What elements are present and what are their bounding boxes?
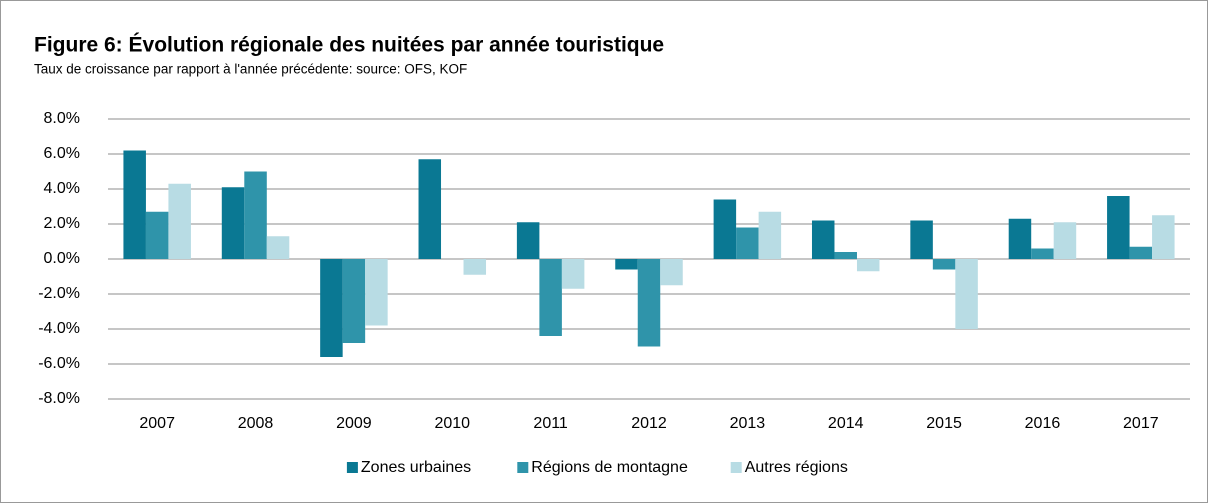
chart-title: Figure 6: Évolution régionale des nuitée… (34, 34, 664, 57)
bar (266, 236, 290, 259)
bar (1031, 248, 1054, 259)
bar (615, 259, 638, 270)
y-tick-label: -2.0% (38, 285, 80, 302)
x-tick-label: 2013 (730, 415, 766, 432)
x-tick-label: 2007 (139, 415, 175, 432)
y-tick-label: 4.0% (44, 180, 80, 197)
bar (561, 259, 585, 289)
y-tick-label: -6.0% (38, 355, 80, 372)
bar (244, 171, 267, 259)
y-tick-label: 0.0% (44, 250, 80, 267)
bar (637, 259, 661, 347)
legend-swatch (346, 462, 358, 473)
bar (463, 259, 487, 275)
bar (1152, 215, 1175, 259)
x-tick-label: 2011 (533, 415, 568, 432)
bar (320, 259, 343, 357)
bar (145, 211, 169, 259)
legend-label: Régions de montagne (531, 459, 688, 476)
x-tick-label: 2017 (1123, 415, 1159, 432)
bar (342, 259, 366, 343)
x-tick-label: 2008 (238, 415, 274, 432)
y-tick-label: 2.0% (44, 215, 80, 232)
bar (713, 199, 737, 259)
y-tick-label: -8.0% (38, 390, 80, 407)
y-tick-label: -4.0% (38, 320, 80, 337)
x-tick-label: 2015 (926, 415, 962, 432)
bar (955, 259, 978, 329)
bar (856, 259, 880, 272)
x-tick-label: 2012 (631, 415, 667, 432)
bar (168, 183, 191, 259)
bar (418, 159, 442, 259)
x-tick-label: 2010 (434, 415, 470, 432)
bar (910, 220, 933, 259)
x-tick-label: 2016 (1025, 415, 1061, 432)
bar (834, 252, 857, 259)
bar (123, 150, 146, 259)
legend-label: Autres régions (745, 459, 848, 476)
bar (1008, 218, 1032, 259)
bar (539, 259, 562, 336)
bar (758, 211, 782, 259)
legend-swatch (730, 462, 742, 473)
legend-swatch (517, 462, 529, 473)
y-tick-label: 6.0% (44, 145, 80, 162)
bar (516, 222, 540, 259)
x-tick-label: 2009 (336, 415, 372, 432)
bar (736, 227, 759, 259)
bar (811, 220, 835, 259)
bar (1129, 246, 1153, 259)
bar (660, 259, 683, 286)
bar (1053, 222, 1077, 259)
bar (1107, 196, 1130, 259)
chart-subtitle: Taux de croissance par rapport à l'année… (34, 62, 467, 77)
bar (932, 259, 956, 270)
legend-label: Zones urbaines (361, 459, 471, 476)
x-tick-label: 2014 (828, 415, 864, 432)
y-tick-label: 8.0% (44, 110, 80, 127)
bar (221, 187, 245, 259)
bar (365, 259, 388, 326)
